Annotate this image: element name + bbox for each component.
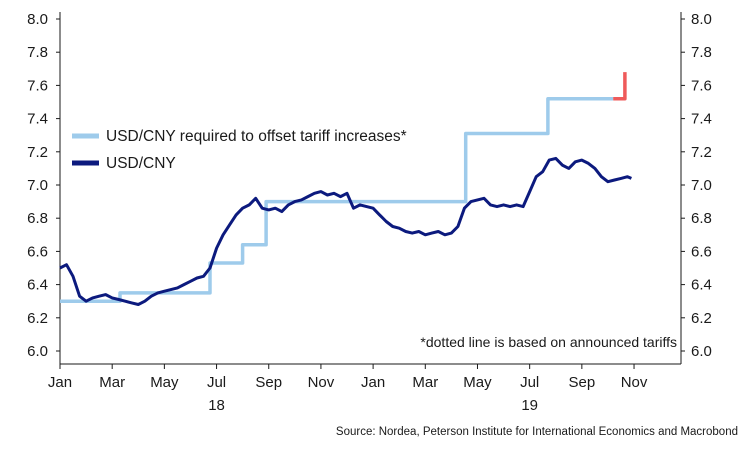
y-tick-label-left: 7.8 — [27, 44, 48, 61]
legend: USD/CNY required to offset tariff increa… — [72, 128, 407, 172]
y-tick-label-right: 7.8 — [691, 44, 712, 61]
axes — [59, 12, 682, 365]
y-tick-label-left: 7.6 — [27, 77, 48, 94]
legend-label-required: USD/CNY required to offset tariff increa… — [106, 128, 407, 145]
y-tick-label-right: 6.0 — [691, 343, 712, 360]
x-tick-label: Jul — [520, 374, 539, 391]
x-tick-label: Nov — [308, 374, 335, 391]
annotation-dotted-line: *dotted line is based on announced tarif… — [420, 334, 677, 350]
y-tick-label-right: 7.4 — [691, 111, 712, 128]
y-tick-label-left: 6.4 — [27, 277, 48, 294]
x-tick-label: Jul — [207, 374, 226, 391]
tick-labels: 8.0 8.0 7.8 7.8 7.6 7.6 7.4 7.4 7.2 7.2 7.0 7.0 6.8 6… — [27, 11, 712, 414]
y-tick-label-left: 7.0 — [27, 177, 48, 194]
x-tick-label: Nov — [621, 374, 648, 391]
x-tick-label: Jan — [48, 374, 72, 391]
y-tick-label-right: 6.2 — [691, 310, 712, 327]
x-year-label: 18 — [208, 397, 225, 414]
x-tick-label: Mar — [412, 374, 438, 391]
y-tick-label-right: 8.0 — [691, 11, 712, 28]
legend-label-usdcny: USD/CNY — [106, 155, 176, 172]
series-lines — [59, 72, 632, 306]
y-tick-label-right: 6.4 — [691, 277, 712, 294]
y-tick-label-left: 6.8 — [27, 210, 48, 227]
y-tick-label-left: 6.2 — [27, 310, 48, 327]
x-tick-label: Mar — [99, 374, 125, 391]
x-tick-label: May — [463, 374, 492, 391]
y-tick-label-left: 7.2 — [27, 144, 48, 161]
y-tick-label-right: 6.6 — [691, 243, 712, 260]
series-required-dotted — [613, 72, 627, 101]
y-tick-label-right: 7.6 — [691, 77, 712, 94]
y-tick-label-right: 6.8 — [691, 210, 712, 227]
tick-marks — [56, 18, 685, 369]
y-tick-label-left: 8.0 — [27, 11, 48, 28]
x-tick-label: Sep — [568, 374, 595, 391]
x-year-label: 19 — [521, 397, 538, 414]
series-usdcny — [59, 156, 632, 306]
source-note: Source: Nordea, Peterson Institute for I… — [336, 426, 738, 438]
x-tick-label: Sep — [255, 374, 282, 391]
y-tick-label-left: 6.0 — [27, 343, 48, 360]
series-required-usdcny — [60, 96, 614, 303]
y-tick-label-left: 7.4 — [27, 111, 48, 128]
x-tick-label: Jan — [361, 374, 385, 391]
x-tick-label: May — [150, 374, 179, 391]
y-tick-label-left: 6.6 — [27, 243, 48, 260]
y-tick-label-right: 7.0 — [691, 177, 712, 194]
y-tick-label-right: 7.2 — [691, 144, 712, 161]
